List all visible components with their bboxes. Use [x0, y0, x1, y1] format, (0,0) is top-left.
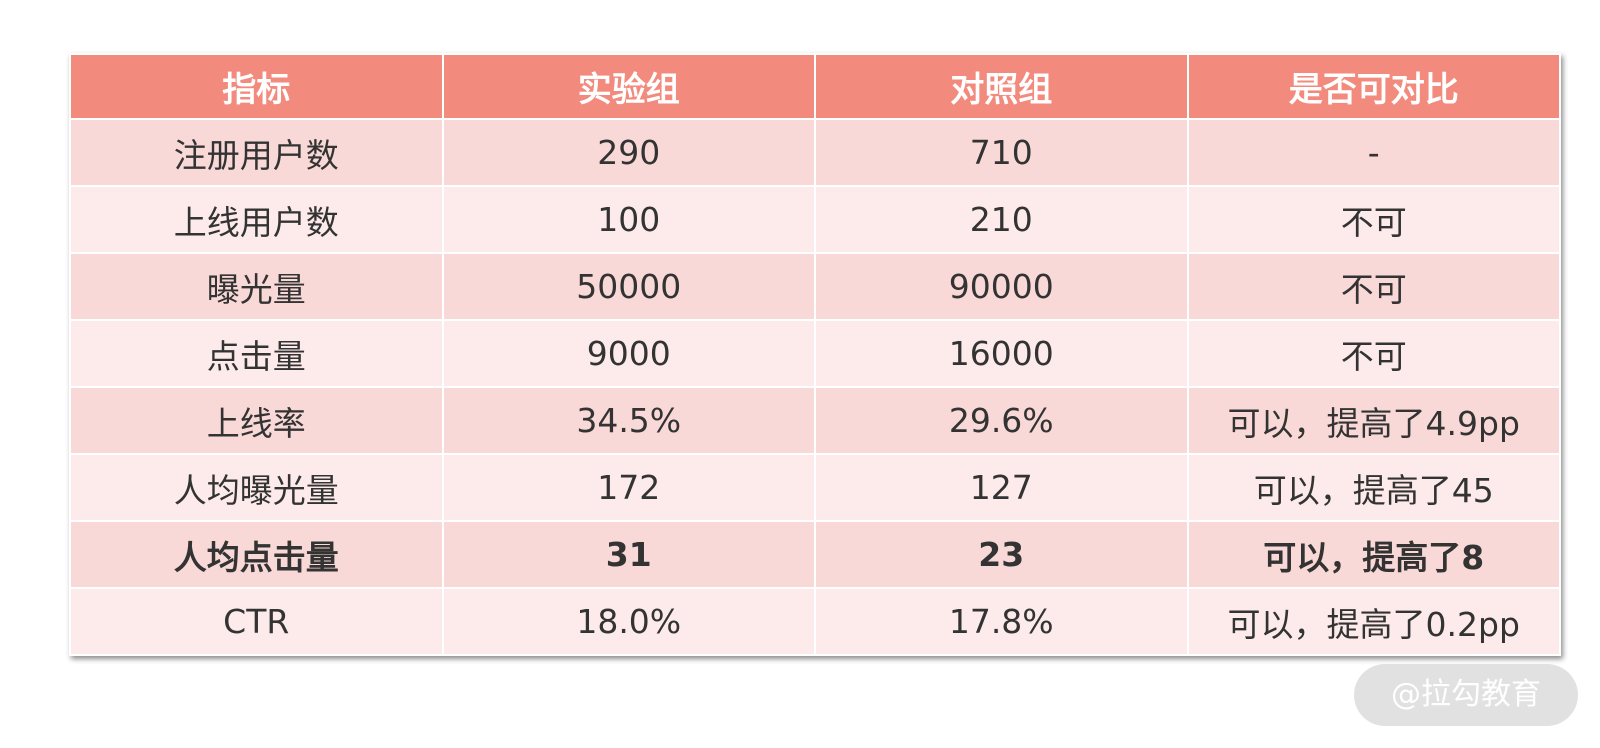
comparison-table: 指标 实验组 对照组 是否可对比 注册用户数 290 710- 上线用户数 100 210 不可曝… — [69, 53, 1561, 656]
table-cell: 点击量 — [69, 319, 444, 388]
table-cell: 上线率 — [69, 386, 444, 455]
header-cell: 对照组 — [814, 53, 1189, 120]
table-cell: 可以，提高了0.2pp — [1186, 587, 1561, 656]
table-cell: 上线用户数 — [69, 185, 444, 254]
table-cell: 90000 — [814, 252, 1189, 321]
table-cell: 29.6% — [814, 386, 1189, 455]
table-cell: 127 — [814, 453, 1189, 522]
table-cell: 注册用户数 — [69, 118, 444, 187]
table-cell: 290 — [441, 118, 816, 187]
table-cell: 100 — [441, 185, 816, 254]
table-cell: 17.8% — [814, 587, 1189, 656]
table-row: 人均点击量 31 23 可以，提高了8 — [69, 520, 1561, 589]
table-cell: 可以，提高了4.9pp — [1186, 386, 1561, 455]
table-cell: 210 — [814, 185, 1189, 254]
table-row: 上线用户数 100 210 不可 — [69, 185, 1561, 254]
table-cell: 可以，提高了45 — [1186, 453, 1561, 522]
table-cell: 34.5% — [441, 386, 816, 455]
table-cell: 人均点击量 — [69, 520, 444, 589]
table-cell: 不可 — [1186, 185, 1561, 254]
table-row: CTR 18.0% 17.8% 可以，提高了0.2pp — [69, 587, 1561, 656]
table-cell: 23 — [814, 520, 1189, 589]
watermark: @拉勾教育 — [1354, 664, 1578, 726]
table-row: 上线率 34.5% 29.6% 可以，提高了4.9pp — [69, 386, 1561, 455]
table-cell: 50000 — [441, 252, 816, 321]
header-cell: 是否可对比 — [1186, 53, 1561, 120]
table-cell: 172 — [441, 453, 816, 522]
table-cell: 曝光量 — [69, 252, 444, 321]
table-row: 曝光量 50000 90000 不可 — [69, 252, 1561, 321]
table-cell: - — [1186, 118, 1561, 187]
header-cell: 指标 — [69, 53, 444, 120]
table-cell: 16000 — [814, 319, 1189, 388]
table-row: 注册用户数 290 710- — [69, 118, 1561, 187]
table-cell: 不可 — [1186, 252, 1561, 321]
table-body: 注册用户数 290 710- 上线用户数 100 210 不可 曝光量 50000 90000 不可… — [69, 118, 1561, 656]
table-cell: 710 — [814, 118, 1189, 187]
table-cell: 9000 — [441, 319, 816, 388]
table-cell: 18.0% — [441, 587, 816, 656]
header-row: 指标 实验组 对照组 是否可对比 — [69, 53, 1561, 120]
table-cell: CTR — [69, 587, 444, 656]
table-row: 点击量 9000 16000 不可 — [69, 319, 1561, 388]
table-cell: 可以，提高了8 — [1186, 520, 1561, 589]
table-cell: 人均曝光量 — [69, 453, 444, 522]
table-cell: 31 — [441, 520, 816, 589]
table-row: 人均曝光量 172 127 可以，提高了45 — [69, 453, 1561, 522]
header-cell: 实验组 — [441, 53, 816, 120]
table-cell: 不可 — [1186, 319, 1561, 388]
